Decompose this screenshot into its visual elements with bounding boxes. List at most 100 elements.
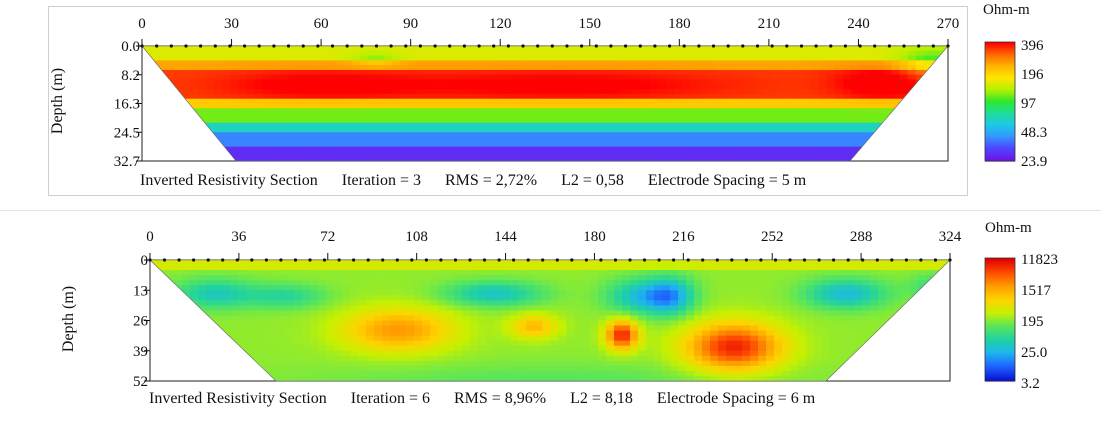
heatmap-cell — [432, 93, 441, 100]
heatmap-cell — [561, 146, 570, 153]
heatmap-cell — [430, 350, 439, 357]
heatmap-cell — [625, 103, 635, 109]
heatmap-cell — [883, 113, 893, 119]
heatmap-cell — [742, 350, 751, 357]
heatmap-cell — [730, 146, 740, 153]
heatmap-cell — [710, 360, 719, 367]
heatmap-cell — [561, 46, 570, 52]
heatmap-cell — [528, 151, 538, 157]
heatmap-cell — [726, 360, 735, 367]
heatmap-cell — [406, 305, 415, 312]
heatmap-cell — [391, 127, 401, 133]
heatmap-cell — [582, 325, 591, 332]
electrode-marker — [316, 44, 320, 48]
heatmap-cell — [710, 325, 719, 332]
heatmap-cell — [270, 315, 279, 322]
heatmap-cell — [846, 260, 855, 266]
heatmap-cell — [334, 325, 343, 332]
heatmap-cell — [706, 74, 715, 81]
heatmap-cell — [835, 146, 844, 153]
heatmap-cell — [918, 260, 927, 266]
heatmap-cell — [846, 310, 855, 317]
heatmap-cell — [295, 50, 304, 57]
heatmap-cell — [174, 69, 183, 76]
heatmap-cell — [758, 330, 767, 337]
heatmap-cell — [448, 141, 457, 148]
heatmap-cell — [494, 320, 503, 327]
heatmap-cell — [782, 280, 791, 286]
heatmap-cell — [819, 55, 828, 61]
heatmap-cell — [802, 132, 812, 138]
electrode-marker — [162, 258, 167, 262]
heatmap-cell — [875, 98, 885, 105]
heatmap-cell — [310, 310, 319, 317]
heatmap-cell — [310, 345, 319, 352]
heatmap-cell — [310, 320, 319, 327]
heatmap-cell — [504, 151, 514, 157]
heatmap-cell — [649, 113, 659, 119]
heatmap-cell — [758, 305, 767, 312]
heatmap-cell — [854, 265, 863, 271]
heatmap-cell — [166, 74, 175, 81]
heatmap-cell — [494, 335, 503, 342]
heatmap-cell — [302, 370, 311, 377]
heatmap-cell — [472, 79, 482, 85]
heatmap-cell — [673, 141, 683, 148]
heatmap-cell — [391, 69, 401, 76]
heatmap-cell — [758, 260, 767, 266]
heatmap-cell — [899, 55, 909, 61]
heatmap-cell — [278, 350, 287, 357]
heatmap-cell — [182, 55, 191, 61]
heatmap-cell — [694, 275, 703, 281]
heatmap-cell — [582, 340, 591, 347]
heatmap-cell — [706, 65, 715, 71]
heatmap-cell — [835, 103, 844, 109]
heatmap-cell — [432, 50, 441, 57]
heatmap-cell — [782, 355, 791, 362]
heatmap-cell — [502, 330, 511, 337]
heatmap-cell — [486, 295, 495, 301]
heatmap-cell — [682, 69, 691, 76]
heatmap-cell — [819, 89, 828, 95]
heatmap-cell — [262, 69, 272, 76]
heatmap-cell — [630, 265, 639, 271]
heatmap-cell — [883, 46, 893, 52]
heatmap-cell — [698, 127, 707, 133]
heatmap-cell — [843, 50, 852, 57]
heatmap-cell — [366, 315, 375, 322]
heatmap-cell — [830, 280, 839, 286]
heatmap-cell — [891, 93, 901, 100]
heatmap-cell — [585, 55, 594, 61]
heatmap-cell — [859, 122, 868, 129]
heatmap-cell — [462, 310, 471, 317]
heatmap-cell — [646, 300, 655, 306]
heatmap-cell — [351, 127, 361, 133]
heatmap-cell — [670, 315, 679, 322]
heatmap-cell — [770, 69, 780, 76]
heatmap-cell — [246, 46, 256, 52]
heatmap-cell — [730, 69, 740, 76]
heatmap-cell — [851, 141, 860, 148]
heatmap-cell — [617, 137, 627, 143]
heatmap-cell — [302, 280, 311, 286]
heatmap-cell — [238, 265, 247, 271]
heatmap-cell — [270, 117, 280, 124]
heatmap-cell — [528, 98, 538, 105]
heatmap-cell — [398, 265, 407, 271]
heatmap-cell — [238, 340, 247, 347]
heatmap-cell — [399, 108, 409, 114]
heatmap-cell — [438, 350, 447, 357]
heatmap-cell — [391, 98, 401, 105]
heatmap-cell — [726, 315, 735, 322]
heatmap-cell — [351, 74, 361, 81]
heatmap-cell — [622, 345, 631, 352]
heatmap-cell — [478, 315, 487, 322]
heatmap-cell — [406, 285, 415, 291]
heatmap-cell — [698, 122, 707, 129]
heatmap-cell — [206, 295, 215, 301]
heatmap-cell — [835, 79, 844, 85]
heatmap-cell — [512, 50, 522, 57]
heatmap-cell — [303, 46, 312, 52]
heatmap-cell — [287, 65, 296, 71]
heatmap-cell — [383, 151, 393, 157]
